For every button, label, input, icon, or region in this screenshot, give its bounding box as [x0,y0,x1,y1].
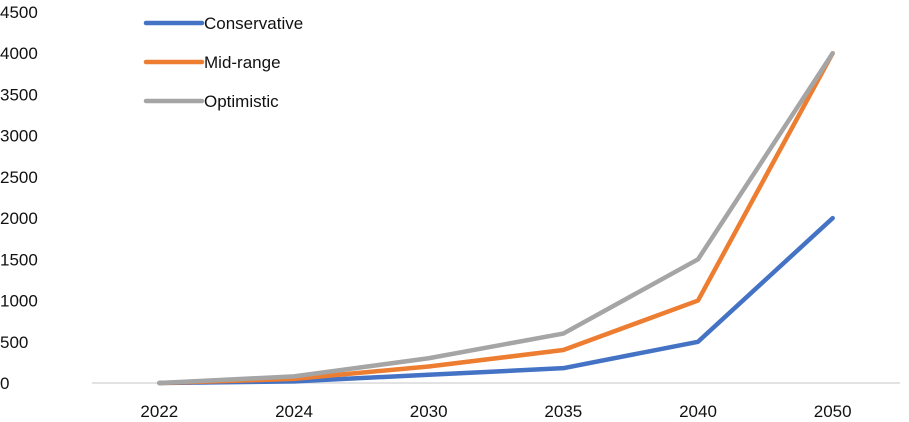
y-tick-label: 2000 [0,209,38,228]
legend-label-optimistic: Optimistic [204,92,279,111]
y-tick-label: 2500 [0,168,38,187]
x-tick-label: 2050 [814,402,852,421]
series-line-optimistic [157,50,835,386]
legend-label-conservative: Conservative [204,14,303,33]
y-tick-label: 500 [0,333,28,352]
x-tick-label: 2024 [275,402,313,421]
legend-label-mid-range: Mid-range [204,53,281,72]
x-axis-ticks: 2022 2024 2030 2035 2040 2050 [140,402,851,421]
x-tick-label: 2040 [679,402,717,421]
legend: Conservative Mid-range Optimistic [143,14,303,111]
y-tick-label: 1000 [0,292,38,311]
x-tick-label: 2035 [544,402,582,421]
y-tick-label: 3500 [0,85,38,104]
y-axis-ticks: 0 500 1000 1500 2000 2500 3000 3500 4000 4500 [0,3,38,393]
x-tick-label: 2030 [410,402,448,421]
y-tick-label: 3000 [0,127,38,146]
y-tick-label: 4500 [0,3,38,22]
x-tick-label: 2022 [140,402,178,421]
y-tick-label: 1500 [0,250,38,269]
series-lines [157,50,835,386]
y-tick-label: 4000 [0,44,38,63]
y-tick-label: 0 [0,374,9,393]
